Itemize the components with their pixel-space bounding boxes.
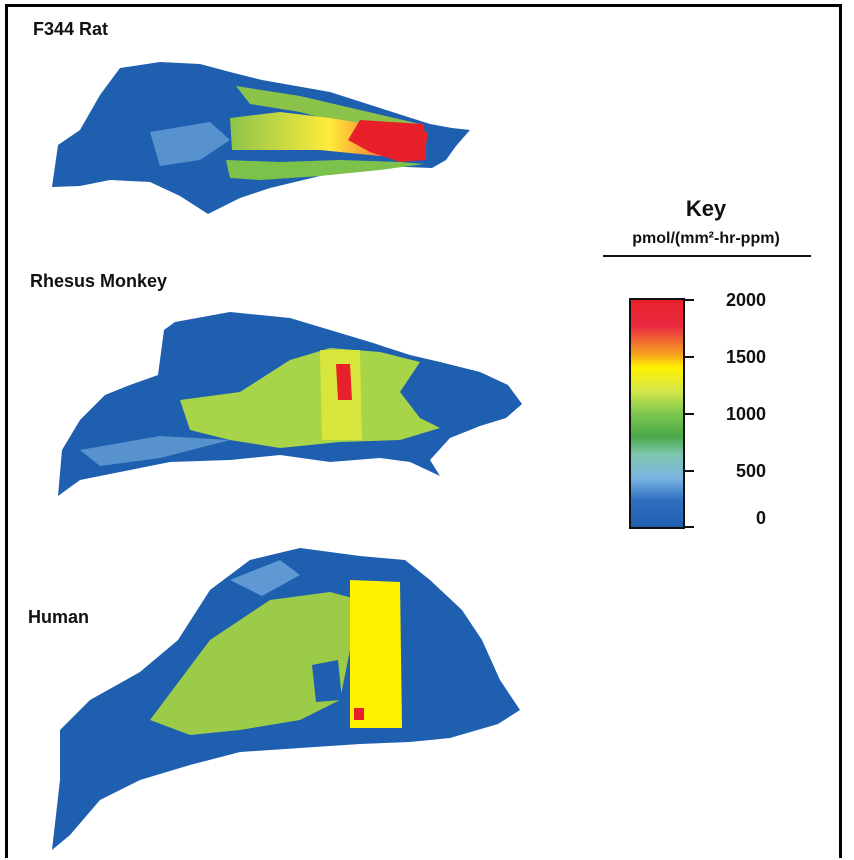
- human-map-inner-blue: [312, 660, 342, 702]
- rat-map: [52, 62, 470, 214]
- human-map-hotspot: [354, 708, 364, 720]
- human-map: [52, 548, 520, 850]
- key-tick-label-1500: 1500: [725, 347, 766, 367]
- key-ticks: [684, 299, 694, 528]
- rat-map-hotspot: [348, 120, 426, 162]
- figure-frame: [5, 4, 842, 858]
- monkey-map-lower-streak: [80, 436, 230, 466]
- key-tick-label-2000: 2000: [725, 290, 766, 310]
- monkey-map-band: [180, 348, 440, 448]
- rat-map-light-streak: [150, 122, 230, 166]
- human-map-light-edge: [230, 560, 300, 596]
- panel-label-rat: F344 Rat: [33, 19, 109, 39]
- human-map-green-region: [150, 592, 360, 735]
- panel-label-monkey: Rhesus Monkey: [30, 271, 168, 291]
- key-unit: pmol/(mm²-hr-ppm): [632, 230, 780, 247]
- monkey-map: [58, 312, 522, 496]
- key-color-bar: [629, 298, 685, 529]
- key-title: Key: [685, 196, 727, 221]
- key-underline: [603, 255, 811, 257]
- key-tick-label-1000: 1000: [725, 404, 766, 424]
- monkey-map-hotspot: [336, 364, 352, 400]
- rat-map-upper-band: [236, 86, 420, 128]
- human-map-yellow-column: [350, 580, 402, 728]
- key-tick-label-0: 0: [755, 508, 766, 528]
- monkey-map-inner-blue: [190, 324, 280, 386]
- rat-map-lower-band: [226, 160, 424, 180]
- panel-label-human: Human: [28, 607, 90, 627]
- key-tick-label-500: 500: [735, 461, 766, 481]
